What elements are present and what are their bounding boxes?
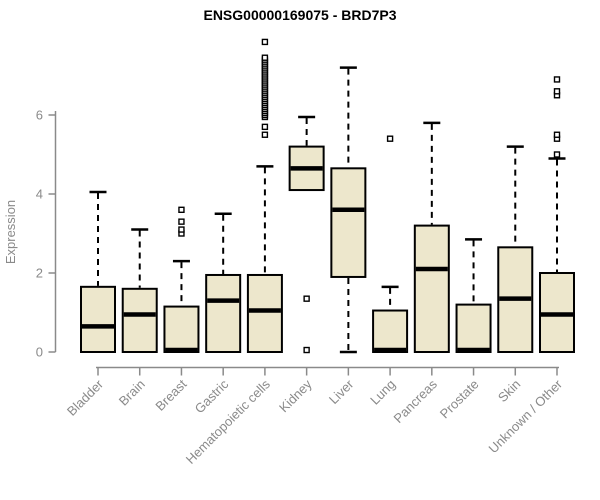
outlier-point	[261, 131, 269, 138]
y-tick-label: 2	[36, 266, 43, 281]
x-tick-label: Lung	[367, 377, 398, 408]
outlier-point	[553, 131, 561, 138]
iqr-box	[330, 167, 367, 278]
outlier-point	[553, 88, 561, 95]
iqr-box	[372, 309, 409, 353]
boxplot-bladder	[80, 190, 116, 354]
boxplot-hematopoietic-cells	[246, 38, 283, 354]
boxplot-liver	[330, 66, 367, 354]
outlier-point	[178, 206, 185, 214]
x-tick-label: Skin	[495, 377, 523, 405]
x-tick-label: Kidney	[276, 376, 315, 415]
y-tick-label: 6	[36, 108, 43, 123]
boxplot-brain	[121, 228, 158, 353]
boxplot-kidney	[288, 115, 325, 354]
iqr-box	[163, 305, 200, 354]
outlier-point	[303, 295, 310, 302]
x-tick-label: Brain	[116, 377, 148, 409]
boxplot-breast	[163, 206, 200, 354]
chart-title: ENSG00000169075 - BRD7P3	[203, 7, 396, 23]
boxplot-lung	[372, 135, 409, 353]
outlier-point	[386, 135, 394, 142]
boxplot-gastric	[205, 212, 242, 354]
iqr-box	[413, 224, 450, 354]
boxplot-unknown-other	[538, 76, 575, 353]
iqr-box	[205, 273, 242, 354]
outlier-point	[303, 346, 310, 354]
x-tick-label: Prostate	[437, 377, 482, 422]
iqr-box	[246, 273, 283, 354]
y-tick-label: 0	[36, 345, 43, 360]
outlier-point	[553, 76, 561, 83]
x-tick-label: Gastric	[192, 376, 232, 416]
x-tick-label: Bladder	[64, 376, 107, 419]
x-tick-label: Unknown / Other	[486, 376, 566, 456]
x-tick-label: Pancreas	[390, 376, 440, 426]
outlier-point	[553, 151, 561, 158]
y-axis-label: Expression	[3, 200, 18, 264]
outlier-point	[261, 54, 269, 61]
boxplot-prostate	[455, 238, 492, 354]
x-tick-label: Breast	[152, 376, 189, 413]
y-tick-label: 4	[36, 187, 43, 202]
iqr-box	[121, 287, 158, 353]
outlier-point	[178, 218, 185, 225]
outlier-point	[261, 123, 269, 131]
iqr-box	[455, 303, 492, 354]
boxplot-pancreas	[413, 121, 450, 354]
iqr-box	[80, 285, 116, 354]
outlier-point	[261, 38, 269, 46]
outlier-point	[178, 226, 185, 233]
boxplot-skin	[497, 145, 534, 353]
x-tick-label: Liver	[326, 376, 357, 407]
